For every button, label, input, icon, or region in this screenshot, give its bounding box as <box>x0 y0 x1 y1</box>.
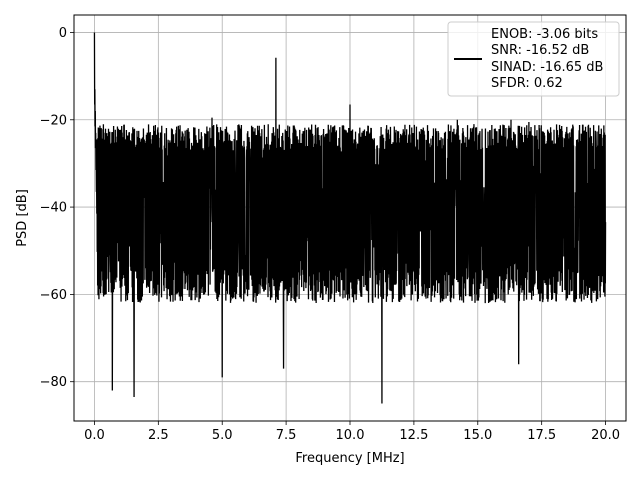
x-axis-title: Frequency [MHz] <box>295 451 404 466</box>
y-tick-label: −60 <box>40 288 67 303</box>
y-axis-title: PSD [dB] <box>15 189 30 247</box>
axis-ticks: 0.0 2.5 5.0 7.5 10.0 12.5 15.0 17.5 20.0 0 −20 −40 −… <box>40 26 620 443</box>
x-tick-label: 15.0 <box>463 428 492 443</box>
legend-entry-sfdr: SFDR: 0.62 <box>491 76 563 91</box>
y-tick-label: −80 <box>40 375 67 390</box>
x-tick-label: 12.5 <box>399 428 428 443</box>
legend-entry-sinad: SINAD: -16.65 dB <box>491 60 603 75</box>
psd-series-layer <box>93 32 607 404</box>
x-tick-label: 7.5 <box>276 428 297 443</box>
x-tick-label: 20.0 <box>591 428 620 443</box>
legend-box <box>447 21 620 97</box>
legend-entry-snr: SNR: -16.52 dB <box>491 43 589 58</box>
y-tick-label: −20 <box>40 113 67 128</box>
x-tick-label: 17.5 <box>527 428 556 443</box>
y-tick-label: −40 <box>40 201 67 216</box>
legend-entry-enob: ENOB: -3.06 bits <box>491 27 598 42</box>
y-tick-label: 0 <box>59 26 67 41</box>
legend: ENOB: -3.06 bits SNR: -16.52 dB SINAD: -… <box>447 21 620 97</box>
x-tick-label: 5.0 <box>212 428 233 443</box>
x-tick-label: 0.0 <box>84 428 105 443</box>
psd-series-line <box>93 32 607 404</box>
x-tick-label: 2.5 <box>148 428 169 443</box>
x-tick-label: 10.0 <box>336 428 365 443</box>
